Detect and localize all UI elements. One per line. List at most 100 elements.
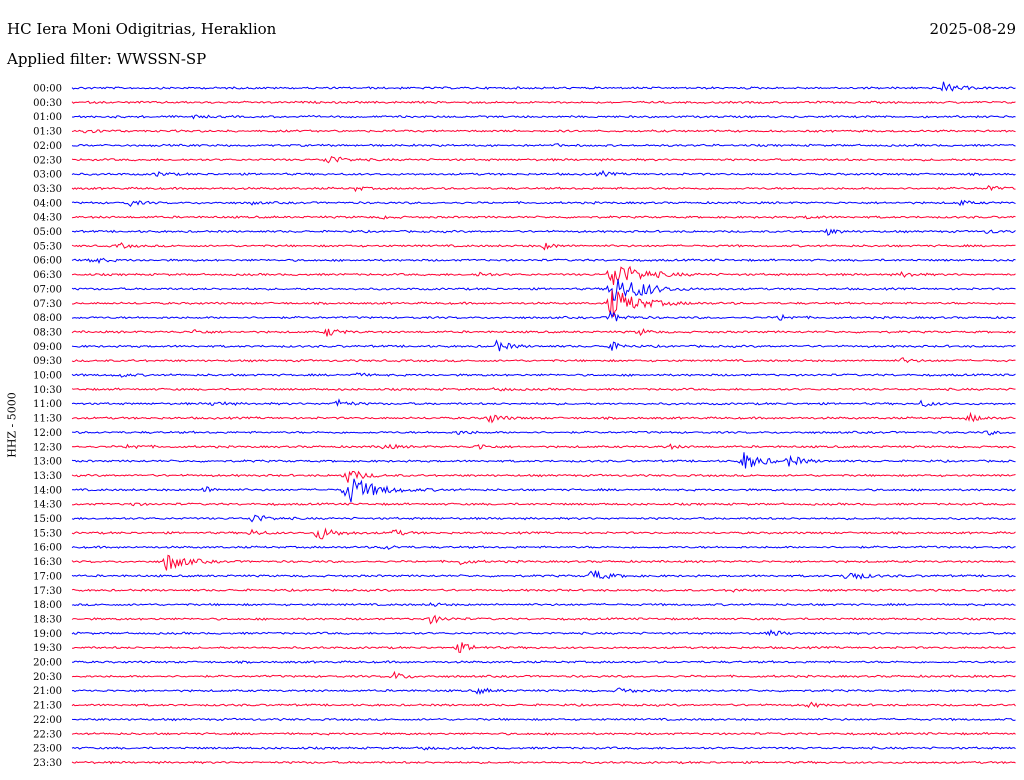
row-time-label: 05:30 <box>33 241 62 252</box>
trace-row <box>71 430 1016 436</box>
row-time-label: 17:00 <box>33 571 62 582</box>
row-time-label: 06:00 <box>33 256 62 267</box>
trace-row <box>71 169 1016 178</box>
row-time-label: 15:30 <box>33 528 62 539</box>
filter-label: Applied filter: WWSSN-SP <box>7 50 207 68</box>
row-time-label: 16:30 <box>33 557 62 568</box>
trace-row <box>71 257 1016 265</box>
station-title: HC Iera Moni Odigitrias, Heraklion <box>7 20 277 38</box>
trace-row <box>71 629 1016 637</box>
row-time-label: 02:30 <box>33 155 62 166</box>
row-time-label: 19:00 <box>33 629 62 640</box>
row-time-label: 22:30 <box>33 729 62 740</box>
trace-row <box>71 185 1016 193</box>
trace-row <box>71 411 1016 424</box>
trace-row <box>71 570 1016 580</box>
trace-row <box>71 701 1016 709</box>
row-time-label: 07:00 <box>33 284 62 295</box>
trace-row <box>71 514 1016 523</box>
row-time-label: 21:00 <box>33 686 62 697</box>
row-time-label: 04:30 <box>33 213 62 224</box>
row-time-label: 22:00 <box>33 715 62 726</box>
trace-row <box>71 215 1016 220</box>
trace-row <box>71 398 1016 407</box>
trace-row <box>72 642 1016 653</box>
row-time-label: 13:30 <box>33 471 62 482</box>
row-time-label: 03:30 <box>33 184 62 195</box>
trace-row <box>71 545 1016 550</box>
row-time-label: 09:30 <box>33 356 62 367</box>
row-time-label: 02:00 <box>33 141 62 152</box>
trace-row <box>71 339 1016 352</box>
trace-row <box>71 242 1016 251</box>
trace-row <box>71 452 1016 469</box>
row-time-label: 14:00 <box>33 485 62 496</box>
trace-row <box>71 129 1016 134</box>
trace-row <box>71 265 1016 285</box>
row-time-label: 04:00 <box>33 198 62 209</box>
trace-row <box>71 588 1016 593</box>
trace-row <box>71 310 1016 322</box>
trace-row <box>71 478 1016 503</box>
trace-row <box>72 228 1016 236</box>
row-time-label: 18:00 <box>33 600 62 611</box>
trace-row <box>71 199 1016 207</box>
row-time-label: 06:30 <box>33 270 62 281</box>
trace-row <box>71 746 1016 751</box>
trace-row <box>71 327 1016 337</box>
row-time-label: 11:30 <box>33 414 62 425</box>
seismic-traces <box>71 81 1016 765</box>
trace-row <box>71 357 1016 364</box>
row-time-label: 17:30 <box>33 586 62 597</box>
row-time-label: 08:00 <box>33 313 62 324</box>
row-time-label: 12:30 <box>33 442 62 453</box>
row-time-label: 12:00 <box>33 428 62 439</box>
row-time-label: 23:30 <box>33 758 62 769</box>
trace-row <box>71 143 1016 148</box>
trace-row <box>71 156 1016 164</box>
row-time-label: 00:30 <box>33 98 62 109</box>
row-time-label: 14:30 <box>33 500 62 511</box>
trace-row <box>71 372 1016 378</box>
row-time-label: 23:00 <box>33 744 62 755</box>
trace-row <box>71 731 1016 736</box>
trace-row <box>71 602 1016 608</box>
row-time-label: 20:30 <box>33 672 62 683</box>
trace-row <box>71 502 1016 507</box>
trace-row <box>71 670 1016 680</box>
row-time-label: 10:30 <box>33 385 62 396</box>
trace-row <box>71 527 1016 540</box>
trace-row <box>72 290 1016 317</box>
trace-row <box>71 279 1016 301</box>
row-time-label: 18:30 <box>33 614 62 625</box>
trace-row <box>71 760 1016 765</box>
row-time-label: 11:00 <box>33 399 62 410</box>
row-time-label: 10:00 <box>33 371 62 382</box>
trace-row <box>71 470 1016 483</box>
row-time-label: 19:30 <box>33 643 62 654</box>
row-time-label: 16:00 <box>33 543 62 554</box>
row-time-label: 13:00 <box>33 457 62 468</box>
row-time-label: 05:00 <box>33 227 62 238</box>
trace-row <box>71 114 1016 120</box>
row-time-label: 09:00 <box>33 342 62 353</box>
trace-row <box>71 717 1016 722</box>
row-time-label: 03:00 <box>33 170 62 181</box>
date-label: 2025-08-29 <box>929 20 1016 38</box>
trace-row <box>71 660 1016 664</box>
row-time-label: 08:30 <box>33 327 62 338</box>
trace-row <box>71 387 1016 392</box>
row-time-label: 01:30 <box>33 127 62 138</box>
trace-row <box>71 614 1016 625</box>
row-time-label: 20:00 <box>33 658 62 669</box>
trace-row <box>71 100 1016 105</box>
trace-row <box>71 81 1016 92</box>
trace-row <box>71 554 1016 571</box>
trace-row <box>71 443 1016 451</box>
row-time-label: 01:00 <box>33 112 62 123</box>
row-time-label: 07:30 <box>33 299 62 310</box>
time-tick-labels: 00:00 00:30 01:00 01:30 02:00 02:30 03:00 03:30… <box>33 84 62 769</box>
row-time-label: 00:00 <box>33 84 62 95</box>
row-time-label: 15:00 <box>33 514 62 525</box>
